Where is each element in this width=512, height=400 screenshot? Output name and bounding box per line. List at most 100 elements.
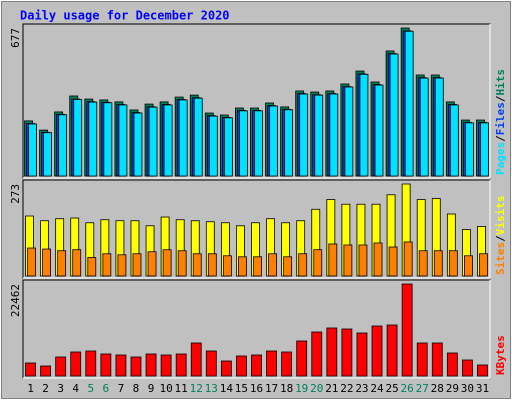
x-tick-label: 12 — [190, 382, 203, 395]
x-tick-label: 30 — [461, 382, 474, 395]
x-tick-label: 14 — [220, 382, 234, 395]
x-tick-label: 6 — [103, 382, 110, 395]
x-tick-label: 17 — [265, 382, 278, 395]
x-tick-label: 16 — [250, 382, 263, 395]
legend-entry: Hits — [494, 69, 507, 96]
bar — [117, 254, 127, 277]
x-tick-label: 7 — [118, 382, 125, 395]
bar — [207, 253, 217, 277]
x-tick-label: 23 — [355, 382, 368, 395]
bar — [192, 253, 202, 277]
x-tick-label: 10 — [159, 382, 172, 395]
bar — [193, 97, 203, 177]
bar — [205, 350, 217, 377]
x-tick-label: 20 — [310, 382, 323, 395]
bar — [449, 104, 459, 177]
bar — [373, 242, 383, 277]
legend: Sites/Visits — [494, 196, 507, 276]
x-tick-label: 22 — [340, 382, 353, 395]
x-tick-label: 1 — [27, 382, 34, 395]
x-tick-label: 19 — [295, 382, 308, 395]
legend-entry: Pages — [494, 142, 507, 175]
bar — [72, 249, 82, 277]
bar — [130, 356, 142, 377]
legend-entry: Visits — [494, 196, 507, 236]
bar — [208, 115, 218, 177]
bar — [462, 359, 473, 377]
bar — [329, 93, 339, 177]
legend-entry: Sites — [494, 242, 507, 275]
bar — [356, 332, 368, 377]
bar — [343, 244, 353, 277]
legend-separator: / — [494, 235, 507, 242]
bar — [132, 253, 142, 277]
bar — [358, 244, 368, 277]
bar — [311, 331, 323, 377]
bar — [42, 248, 51, 277]
x-tick-label: 27 — [416, 382, 429, 395]
legend-entry: KBytes — [494, 335, 507, 375]
x-tick-label: 4 — [72, 382, 79, 395]
bar — [70, 351, 82, 377]
bar — [479, 253, 488, 277]
bar — [326, 327, 338, 377]
bar — [27, 247, 36, 277]
bar — [314, 94, 324, 177]
chart-title: Daily usage for December 2020 — [20, 9, 230, 23]
x-tick-label: 26 — [401, 382, 414, 395]
bar — [73, 99, 83, 177]
bar — [162, 249, 172, 277]
bar — [25, 362, 36, 377]
bar — [57, 250, 67, 277]
bar — [160, 354, 172, 377]
bar — [177, 250, 187, 277]
bar — [388, 246, 398, 277]
bar — [88, 101, 98, 177]
bar — [283, 256, 293, 277]
y-tick-label: 677 — [9, 28, 22, 48]
bar — [328, 243, 338, 277]
bar — [238, 256, 247, 277]
bar — [102, 253, 112, 277]
bar — [28, 123, 37, 177]
bar — [220, 360, 232, 377]
bar — [431, 342, 443, 377]
bar — [269, 105, 278, 177]
bar — [40, 365, 51, 377]
bar — [268, 253, 277, 277]
bar — [341, 328, 353, 377]
x-tick-label: 2 — [42, 382, 49, 395]
bar — [359, 73, 369, 177]
bar — [103, 102, 113, 177]
bar — [418, 250, 428, 277]
bar — [190, 342, 202, 377]
bar — [389, 53, 399, 177]
bar — [163, 104, 173, 177]
bar — [344, 86, 354, 177]
x-tick-label: 28 — [431, 382, 444, 395]
x-tick-label: 13 — [205, 382, 218, 395]
bar — [298, 253, 308, 277]
x-tick-label: 9 — [148, 382, 155, 395]
bar — [299, 93, 309, 177]
bar — [433, 250, 443, 277]
bar — [416, 342, 428, 377]
legend-separator: / — [494, 95, 507, 102]
bar — [253, 256, 262, 277]
bar — [404, 30, 414, 177]
x-tick-label: 18 — [280, 382, 293, 395]
bar — [403, 241, 413, 277]
x-tick-label: 5 — [87, 382, 94, 395]
x-tick-label: 29 — [446, 382, 459, 395]
bar — [281, 351, 293, 377]
bar — [480, 122, 489, 177]
bar — [115, 354, 127, 377]
bar — [133, 112, 143, 177]
x-tick-label: 8 — [133, 382, 140, 395]
bar — [175, 353, 187, 377]
bar — [448, 250, 458, 277]
bar — [178, 99, 188, 177]
bar — [446, 352, 458, 377]
